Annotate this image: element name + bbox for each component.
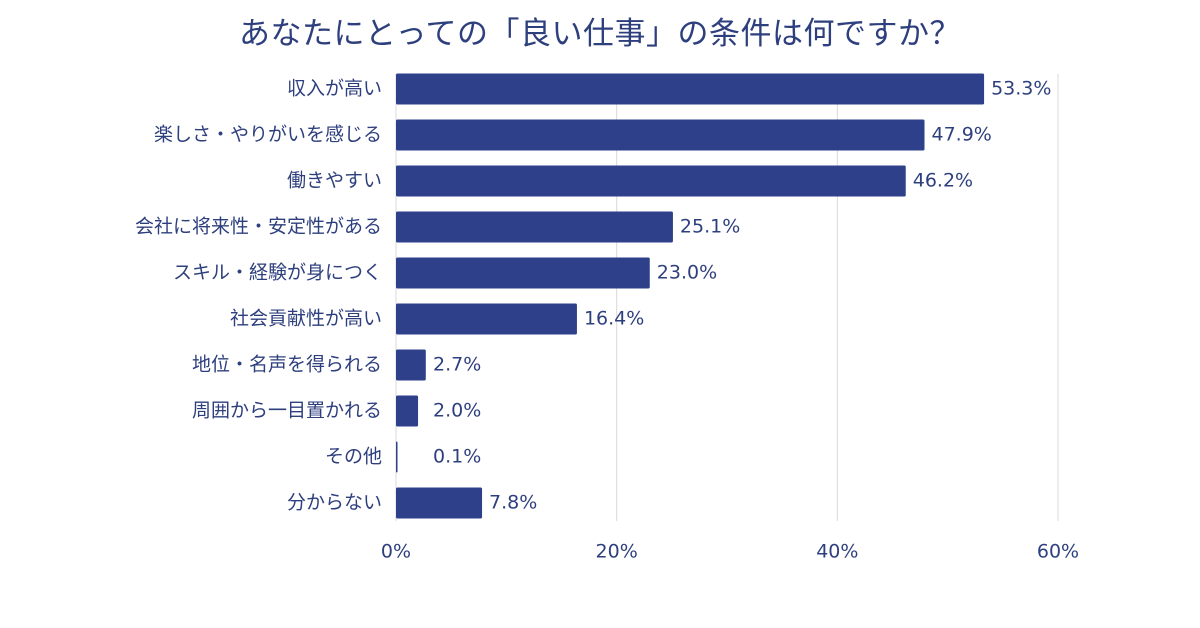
category-label: その他: [325, 446, 382, 468]
x-tick-label: 60%: [1037, 541, 1079, 563]
bar: [396, 165, 906, 197]
category-label: 社会貢献性が高い: [230, 308, 382, 330]
category-label: 会社に将来性・安定性がある: [135, 216, 382, 238]
category-labels: 収入が高い楽しさ・やりがいを感じる働きやすい会社に将来性・安定性があるスキル・経…: [135, 78, 382, 514]
value-label: 0.1%: [433, 446, 481, 468]
category-label: 楽しさ・やりがいを感じる: [154, 124, 382, 146]
bar: [396, 487, 483, 519]
value-label: 46.2%: [913, 170, 973, 192]
value-labels: 53.3% 47.9% 46.2% 25.1% 23.0% 16.4% 2.7% 2.0% 0.…: [433, 78, 1051, 514]
category-label: スキル・経験が身につく: [173, 262, 382, 284]
bar: [396, 119, 925, 151]
category-label: 周囲から一目置かれる: [192, 400, 382, 422]
category-label: 収入が高い: [287, 78, 382, 100]
value-label: 25.1%: [680, 216, 740, 238]
chart-title: あなたにとっての「良い仕事」の条件は何ですか？: [238, 16, 962, 52]
value-label: 23.0%: [657, 262, 717, 284]
bar: [396, 349, 426, 381]
value-label: 7.8%: [489, 492, 537, 514]
value-label: 16.4%: [584, 308, 644, 330]
bars: [396, 73, 985, 519]
bar: [396, 395, 419, 427]
x-axis-ticks: 0% 20% 40% 60%: [381, 541, 1079, 563]
category-label: 地位・名声を得られる: [192, 354, 382, 376]
bar: [396, 211, 673, 243]
value-label: 53.3%: [991, 78, 1051, 100]
bar: [396, 303, 577, 335]
category-label: 分からない: [287, 492, 382, 514]
bar: [396, 73, 985, 105]
value-label: 47.9%: [931, 124, 991, 146]
x-tick-label: 0%: [381, 541, 411, 563]
value-label: 2.0%: [433, 400, 481, 422]
bar: [396, 257, 650, 289]
x-tick-label: 20%: [596, 541, 638, 563]
bar: [396, 441, 398, 473]
value-label: 2.7%: [433, 354, 481, 376]
category-label: 働きやすい: [287, 170, 382, 192]
x-tick-label: 40%: [816, 541, 858, 563]
